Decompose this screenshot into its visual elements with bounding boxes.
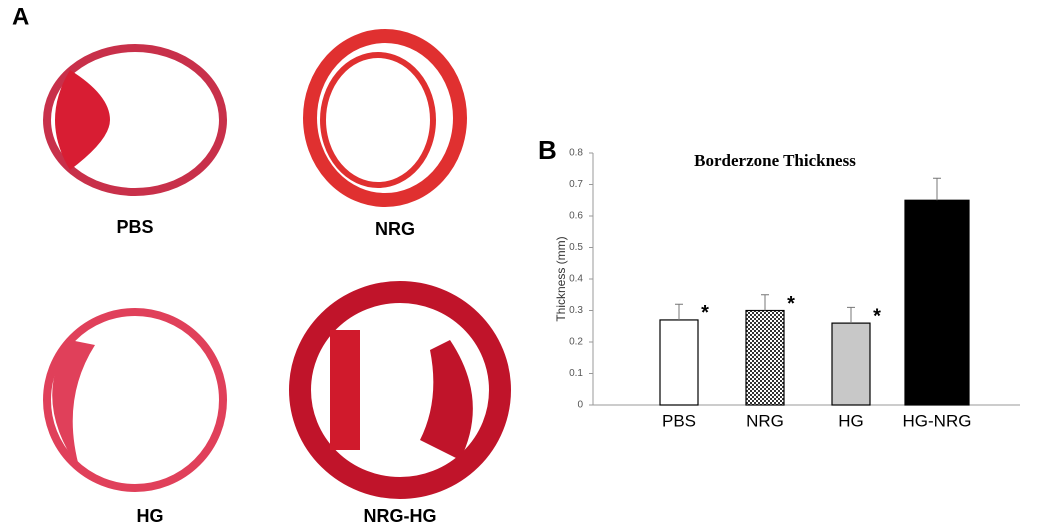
- y-axis-label: Thickness (mm): [554, 236, 568, 321]
- y-tick-label: 0.2: [569, 337, 583, 348]
- section-image: [289, 281, 511, 499]
- bar: [831, 322, 871, 406]
- image-label: NRG-HG: [364, 506, 437, 526]
- image-label: HG: [137, 506, 164, 526]
- image-label: PBS: [116, 217, 153, 237]
- section-image: [303, 29, 467, 207]
- bar: [659, 319, 699, 406]
- panel-label: A: [12, 3, 29, 30]
- chart-title: Borderzone Thickness: [694, 151, 856, 170]
- bar: [745, 309, 785, 406]
- y-tick-label: 0.5: [569, 242, 583, 253]
- significance-mark: *: [701, 302, 709, 324]
- section-image: [43, 44, 227, 196]
- section-image: [43, 308, 227, 492]
- x-tick-label: HG-NRG: [903, 411, 972, 430]
- error-bar: [933, 177, 941, 201]
- error-bar: [847, 306, 855, 324]
- x-tick-label: NRG: [746, 411, 784, 430]
- y-tick-label: 0.1: [569, 368, 583, 379]
- significance-mark: *: [873, 305, 881, 327]
- error-bar: [761, 294, 769, 311]
- error-bar: [675, 303, 683, 320]
- panel-label: B: [538, 135, 557, 165]
- y-tick-label: 0.6: [569, 211, 583, 222]
- bar: [904, 199, 970, 406]
- y-tick-label: 0: [577, 400, 583, 411]
- x-tick-label: HG: [838, 411, 864, 430]
- significance-mark: *: [787, 293, 795, 315]
- y-tick-label: 0.8: [569, 148, 583, 159]
- image-label: NRG: [375, 219, 415, 239]
- x-tick-label: PBS: [662, 411, 696, 430]
- y-tick-label: 0.3: [569, 305, 583, 316]
- y-tick-label: 0.4: [569, 274, 583, 285]
- y-tick-label: 0.7: [569, 179, 583, 190]
